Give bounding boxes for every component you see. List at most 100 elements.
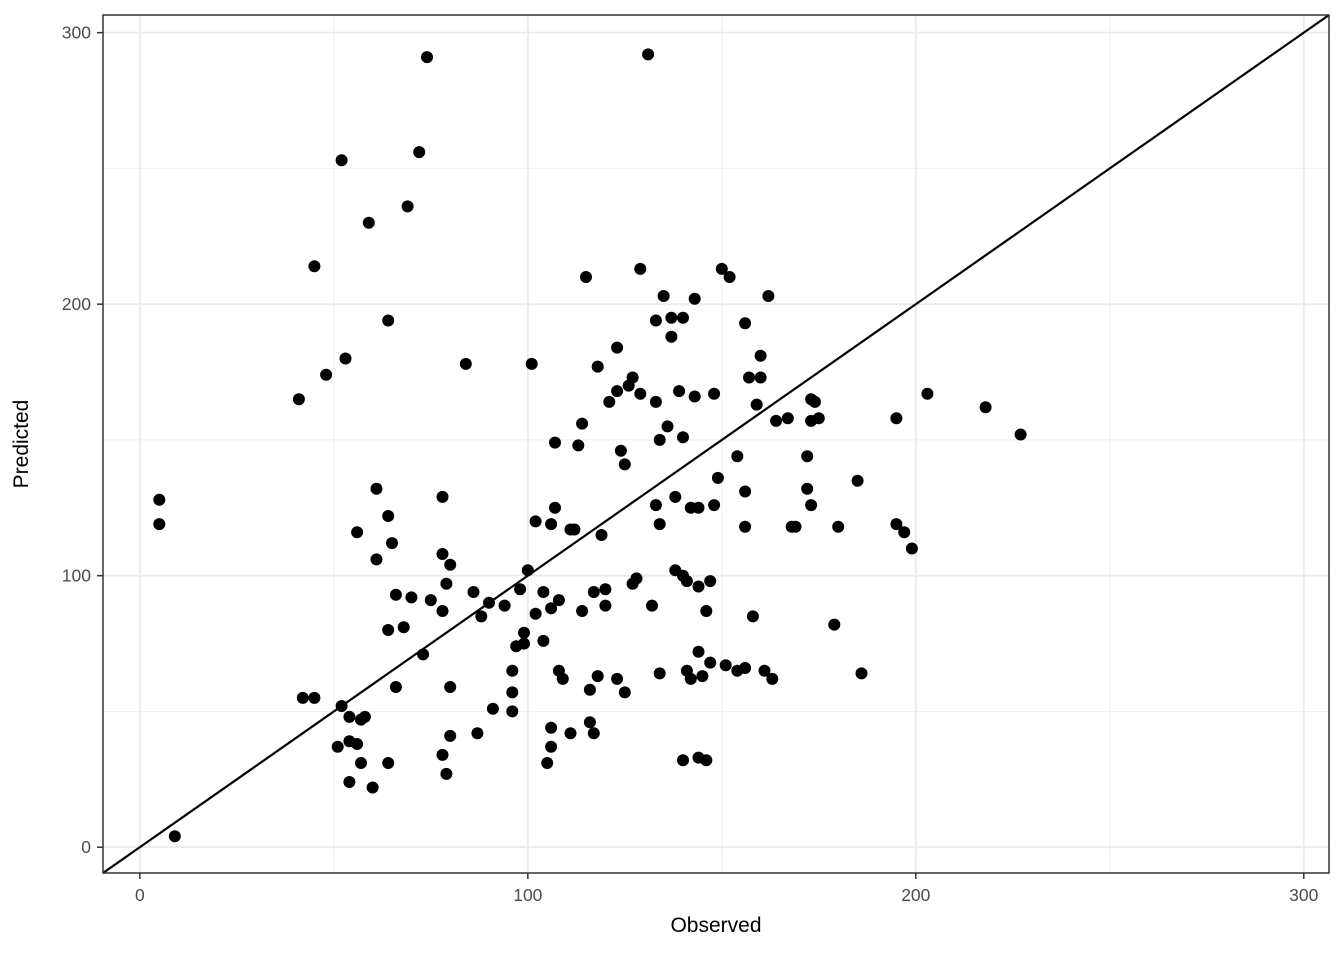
data-point [634,262,647,275]
x-tick-label: 200 [901,885,930,905]
data-point [688,390,701,403]
data-point [444,558,457,571]
data-point [413,146,426,159]
data-point [444,681,457,693]
data-point [510,640,523,653]
data-point [653,518,666,531]
data-point [382,624,395,636]
data-point [634,387,647,400]
data-point [696,670,709,683]
y-tick-label: 100 [62,566,91,586]
data-point [389,681,402,693]
data-point [828,618,841,631]
data-point [762,290,775,302]
data-point [308,260,321,273]
data-point [758,664,771,677]
x-tick-label: 300 [1289,885,1318,905]
data-point [692,580,705,593]
x-tick-label: 0 [135,885,145,905]
data-point [440,577,453,590]
data-point [739,317,752,330]
data-point [587,586,600,598]
scatter-points [153,48,1027,843]
data-point [358,710,371,723]
data-point [715,262,728,275]
data-point [657,290,670,302]
data-point [506,686,519,699]
data-point [595,529,608,541]
y-tick-label: 300 [62,23,91,43]
data-point [296,691,309,704]
data-point [475,610,488,623]
data-point [331,740,344,753]
data-point [529,607,542,620]
data-point [421,51,433,64]
data-point [649,395,662,408]
data-point [646,599,658,612]
y-tick-label: 0 [81,837,91,857]
data-point [576,417,589,430]
data-point [921,387,934,400]
data-point [405,591,418,604]
data-point [851,474,864,487]
data-point [568,523,581,536]
data-point [704,575,717,588]
data-point [599,583,612,596]
data-point [832,520,845,533]
data-point [766,672,779,685]
data-point [587,727,600,740]
data-point [529,515,542,528]
data-point [545,721,558,734]
data-point [355,757,367,769]
data-point [436,605,449,617]
data-point [739,662,752,674]
data-point [583,716,596,729]
data-point [351,526,364,539]
data-point [890,518,903,531]
data-point [789,520,802,533]
data-point [292,393,305,406]
data-point [444,729,457,742]
data-point [382,757,395,769]
data-point [723,271,736,283]
data-point [498,599,511,612]
data-point [549,501,561,514]
data-point [812,412,825,425]
y-tick-labels: 0 100 200 300 [62,23,91,858]
data-point [552,594,565,607]
data-point [642,48,655,61]
axis-tick-marks [97,31,1305,879]
data-point [677,431,689,444]
data-point [708,499,721,512]
data-point [684,672,697,685]
data-point [1014,428,1027,441]
data-point [653,433,666,446]
data-point [545,518,558,531]
data-point [576,605,589,617]
data-point [545,602,558,615]
data-point [467,586,480,598]
data-point [622,379,635,392]
data-point [626,577,639,590]
data-point [386,537,398,550]
data-point [692,501,705,514]
data-point [979,401,992,414]
data-point [692,645,705,658]
identity-line [102,14,1330,874]
data-point [436,748,449,761]
data-point [591,360,604,373]
data-point [754,371,767,384]
data-point [618,458,631,471]
data-point [537,586,550,598]
data-point [518,626,530,639]
data-point [580,271,592,283]
data-point [583,683,596,696]
data-point [506,705,519,718]
data-point [168,830,181,843]
data-point [471,727,484,740]
data-point [401,200,414,213]
data-point [370,482,383,495]
data-point [506,664,519,677]
data-point [436,490,449,503]
